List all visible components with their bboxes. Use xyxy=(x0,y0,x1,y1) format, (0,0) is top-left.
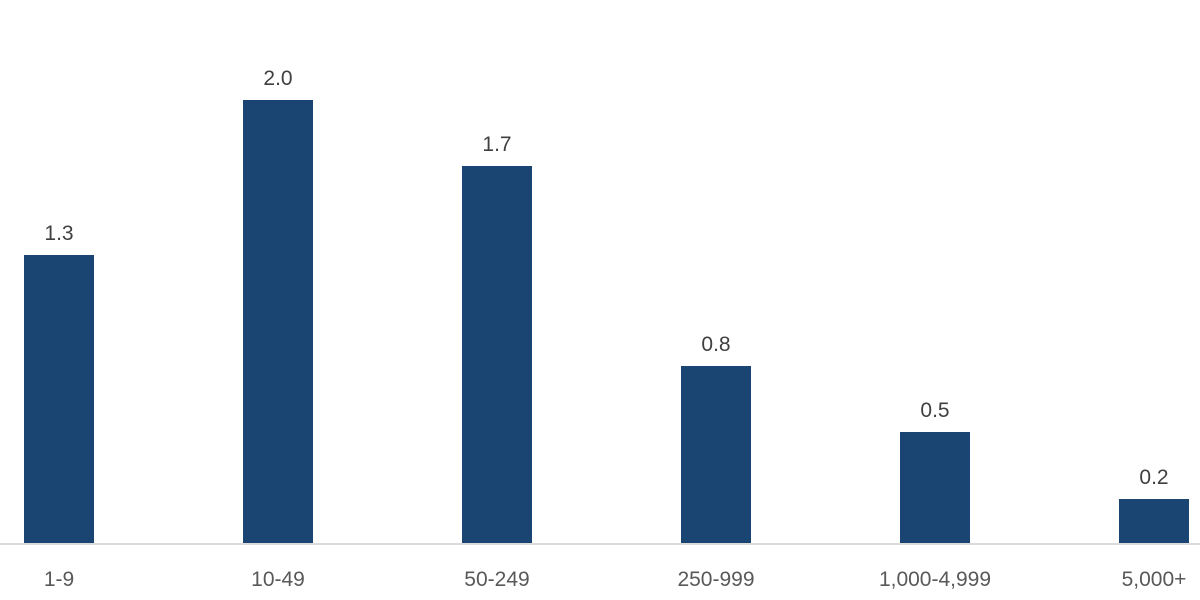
bar xyxy=(1119,499,1189,543)
x-axis-tick-label: 50-249 xyxy=(464,568,530,591)
bar-value-label: 0.5 xyxy=(920,399,950,422)
x-axis-tick-label: 10-49 xyxy=(251,568,305,591)
bar-group: 2.0 xyxy=(169,68,388,543)
bar xyxy=(243,100,313,543)
bar xyxy=(462,166,532,543)
bar-group: 1.3 xyxy=(0,223,169,543)
bar-value-label: 0.2 xyxy=(1139,466,1169,489)
x-axis-tick-label: 5,000+ xyxy=(1121,568,1187,591)
bar-group: 0.5 xyxy=(826,400,1045,543)
bar-value-label: 2.0 xyxy=(263,67,293,90)
bar-group: 0.2 xyxy=(1045,467,1200,543)
x-axis-line xyxy=(0,543,1200,545)
x-axis-tick-label: 1-9 xyxy=(43,568,75,591)
bar-value-label: 1.3 xyxy=(44,222,74,245)
x-axis-tick-label: 1,000-4,999 xyxy=(878,568,992,591)
bar xyxy=(24,255,94,543)
bar xyxy=(900,432,970,543)
bar xyxy=(681,366,751,543)
x-axis-tick-label: 250-999 xyxy=(677,568,755,591)
bar-value-label: 0.8 xyxy=(701,333,731,356)
bar-group: 0.8 xyxy=(607,334,826,543)
bar-group: 1.7 xyxy=(388,134,607,543)
bar-value-label: 1.7 xyxy=(482,133,512,156)
